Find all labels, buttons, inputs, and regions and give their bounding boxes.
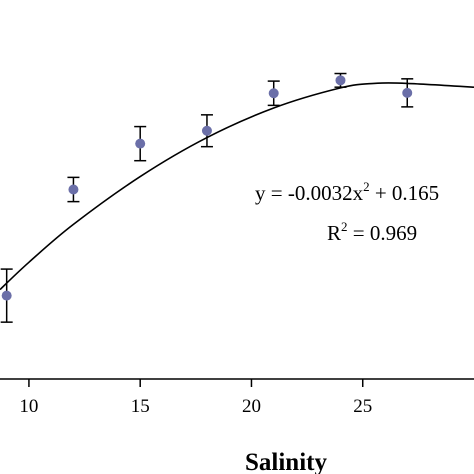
x-tick-label: 15 [131,396,150,417]
x-ticks: 10 15 20 25 [19,379,372,417]
data-point [135,138,146,149]
equation-rest: + 0.165 [370,181,440,205]
r2-value: = 0.969 [348,221,418,245]
equation-main: y = -0.0032x [255,181,364,205]
x-axis-label: Salinity [245,449,327,474]
trendline-layer [0,82,474,291]
equation-exponent: 2 [363,179,370,194]
r2-exponent: 2 [341,219,348,234]
trendline-equation: y = -0.0032x2 + 0.165 [255,179,439,205]
data-point [1,290,12,301]
x-tick-label: 10 [19,396,38,417]
data-points [1,75,413,301]
data-point [201,125,212,136]
data-point [402,87,413,98]
r2-label: R [327,221,341,245]
x-tick-label: 25 [353,396,372,417]
r-squared-label: R2 = 0.969 [327,219,417,245]
data-point [335,75,346,86]
data-point [268,88,279,99]
data-point [68,184,79,195]
trendline-curve [0,82,474,291]
x-tick-label: 20 [242,396,261,417]
